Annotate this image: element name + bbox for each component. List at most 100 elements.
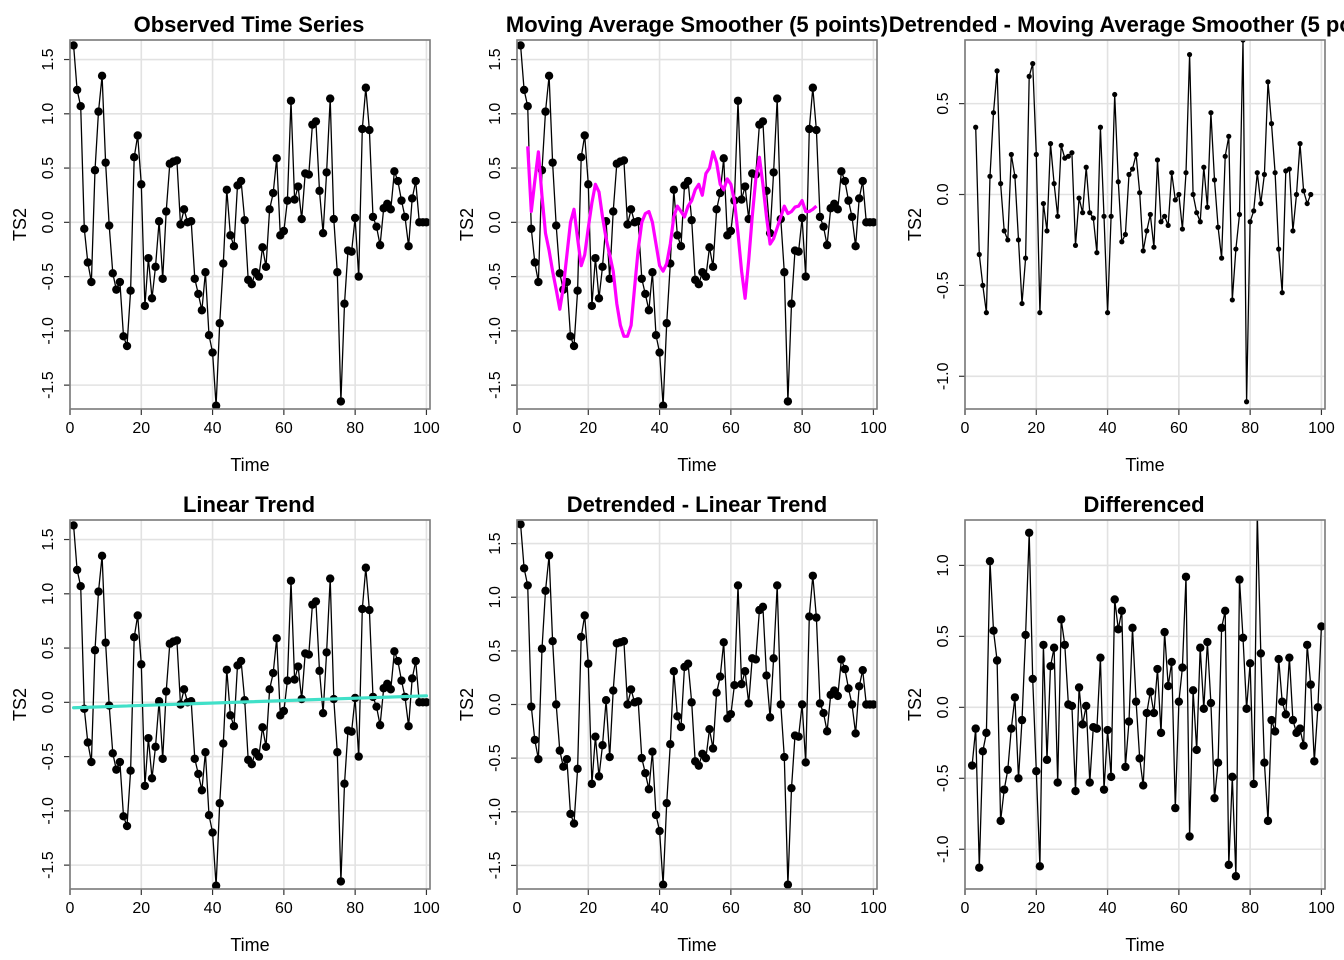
data-point xyxy=(283,676,292,685)
y-tick-label: -1.0 xyxy=(935,835,952,863)
data-point xyxy=(541,586,550,595)
data-point xyxy=(1067,701,1077,711)
data-point xyxy=(701,753,711,763)
data-point xyxy=(1019,300,1025,307)
data-point xyxy=(844,196,853,205)
data-point xyxy=(584,180,593,189)
data-point xyxy=(1299,741,1308,750)
data-point xyxy=(1008,151,1014,158)
x-tick-label: 60 xyxy=(722,420,740,437)
data-point xyxy=(1090,215,1096,221)
data-point xyxy=(797,700,807,709)
y-tick-label: -0.5 xyxy=(487,263,504,291)
data-point xyxy=(119,332,128,341)
data-point xyxy=(390,167,399,176)
data-point xyxy=(973,124,979,130)
data-point xyxy=(133,131,142,140)
data-point xyxy=(530,735,540,745)
data-point xyxy=(687,215,696,225)
chart-panel-6: Differenced 0 20 40 60 80 100 -1.0 -0.5 0.0 0.5 1.0… xyxy=(905,492,1335,955)
data-point xyxy=(1115,179,1121,185)
data-point xyxy=(162,687,171,696)
y-tick-label: -1.0 xyxy=(40,317,57,345)
data-point xyxy=(247,759,256,769)
data-point xyxy=(386,685,395,694)
x-tick-label: 60 xyxy=(1170,900,1188,917)
x-tick-label: 40 xyxy=(1099,420,1117,437)
data-point xyxy=(1087,210,1093,216)
data-point xyxy=(422,218,430,227)
plot-area xyxy=(70,521,430,889)
data-point xyxy=(1286,166,1292,172)
data-point xyxy=(286,576,296,585)
y-axis-label: TS2 xyxy=(10,208,30,241)
y-tick-label: 1.0 xyxy=(40,583,57,605)
x-tick-label: 20 xyxy=(1027,900,1045,917)
data-point xyxy=(261,262,271,272)
data-point xyxy=(1274,654,1283,664)
series-line xyxy=(975,40,1312,402)
y-axis-label: TS2 xyxy=(457,208,477,241)
data-point xyxy=(1030,61,1036,67)
data-point xyxy=(708,744,718,753)
data-point xyxy=(1149,708,1159,718)
data-point xyxy=(333,748,342,757)
y-tick-label: 0.5 xyxy=(40,157,57,179)
data-point xyxy=(812,613,821,622)
data-point xyxy=(1104,310,1111,316)
data-point xyxy=(626,685,636,694)
data-point xyxy=(541,107,550,116)
data-point xyxy=(101,638,110,647)
data-point xyxy=(1000,785,1009,794)
data-point xyxy=(658,401,668,409)
data-point xyxy=(1228,772,1237,782)
data-point xyxy=(1236,211,1243,218)
data-point xyxy=(1151,244,1157,250)
data-point xyxy=(1281,710,1290,719)
y-axis-label: TS2 xyxy=(10,688,30,721)
data-point xyxy=(390,647,399,656)
data-point xyxy=(286,96,296,105)
data-point xyxy=(517,520,525,529)
data-point xyxy=(1256,649,1266,658)
data-point xyxy=(805,612,814,621)
data-point xyxy=(172,156,182,165)
data-point xyxy=(1074,683,1084,692)
data-point xyxy=(112,285,121,294)
data-point xyxy=(311,597,321,606)
data-point xyxy=(733,581,743,590)
data-point xyxy=(626,205,636,214)
y-tick-label: 1.5 xyxy=(487,532,504,554)
data-point xyxy=(400,212,410,222)
data-point xyxy=(70,41,78,50)
data-point xyxy=(1190,191,1196,198)
data-point xyxy=(1147,211,1153,218)
data-point xyxy=(719,154,728,163)
data-point xyxy=(215,799,224,808)
data-point xyxy=(97,551,107,561)
data-point xyxy=(794,732,803,741)
data-point xyxy=(393,176,403,186)
data-point xyxy=(94,107,103,116)
data-point xyxy=(669,667,679,676)
data-point xyxy=(1015,237,1022,243)
panel-border xyxy=(516,39,878,410)
data-point xyxy=(1037,310,1043,316)
data-point xyxy=(368,212,378,222)
data-point xyxy=(179,205,189,214)
data-point xyxy=(1183,170,1189,176)
data-point xyxy=(573,764,582,774)
data-point xyxy=(1121,762,1130,772)
x-axis-label: Time xyxy=(1125,935,1164,955)
data-point xyxy=(279,226,289,236)
data-point xyxy=(854,194,864,203)
data-point xyxy=(744,699,753,708)
data-point xyxy=(978,747,988,756)
data-point xyxy=(1219,255,1225,261)
data-point xyxy=(1199,704,1209,713)
data-point xyxy=(605,274,614,283)
data-point xyxy=(1204,204,1210,210)
x-axis-label: Time xyxy=(230,935,269,955)
data-point xyxy=(598,262,607,272)
data-point xyxy=(983,310,989,316)
